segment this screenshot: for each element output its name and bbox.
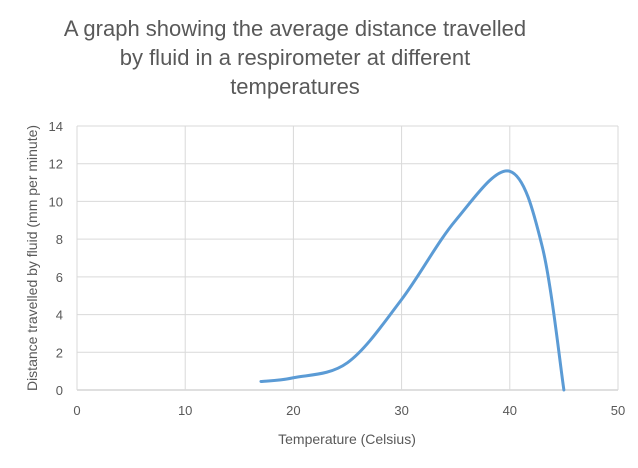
x-tick-label: 20 (286, 403, 300, 418)
tick-labels: 0 2 4 6 8 10 12 14 0 10 20 30 40 50 (49, 119, 626, 418)
y-tick-label: 4 (56, 308, 63, 323)
y-tick-label: 6 (56, 270, 63, 285)
chart-title: A graph showing the average distance tra… (64, 16, 526, 99)
series-layer (259, 169, 566, 392)
y-tick-label: 2 (56, 345, 63, 360)
chart-title-line: A graph showing the average distance tra… (64, 16, 526, 41)
chart-title-line: temperatures (230, 74, 360, 99)
chart-title-line: by fluid in a respirometer at different (120, 45, 471, 70)
x-tick-label: 40 (503, 403, 517, 418)
x-tick-label: 0 (73, 403, 80, 418)
y-tick-label: 8 (56, 232, 63, 247)
y-tick-label: 12 (49, 157, 63, 172)
x-tick-label: 50 (611, 403, 625, 418)
gridlines (76, 125, 619, 391)
series-line (259, 169, 566, 392)
x-tick-label: 30 (394, 403, 408, 418)
y-tick-label: 0 (56, 383, 63, 398)
y-tick-label: 10 (49, 194, 63, 209)
y-axis-label: Distance travelled by fluid (mm per minu… (24, 125, 40, 391)
y-tick-label: 14 (49, 119, 63, 134)
x-tick-label: 10 (178, 403, 192, 418)
x-axis-label: Temperature (Celsius) (278, 431, 416, 447)
